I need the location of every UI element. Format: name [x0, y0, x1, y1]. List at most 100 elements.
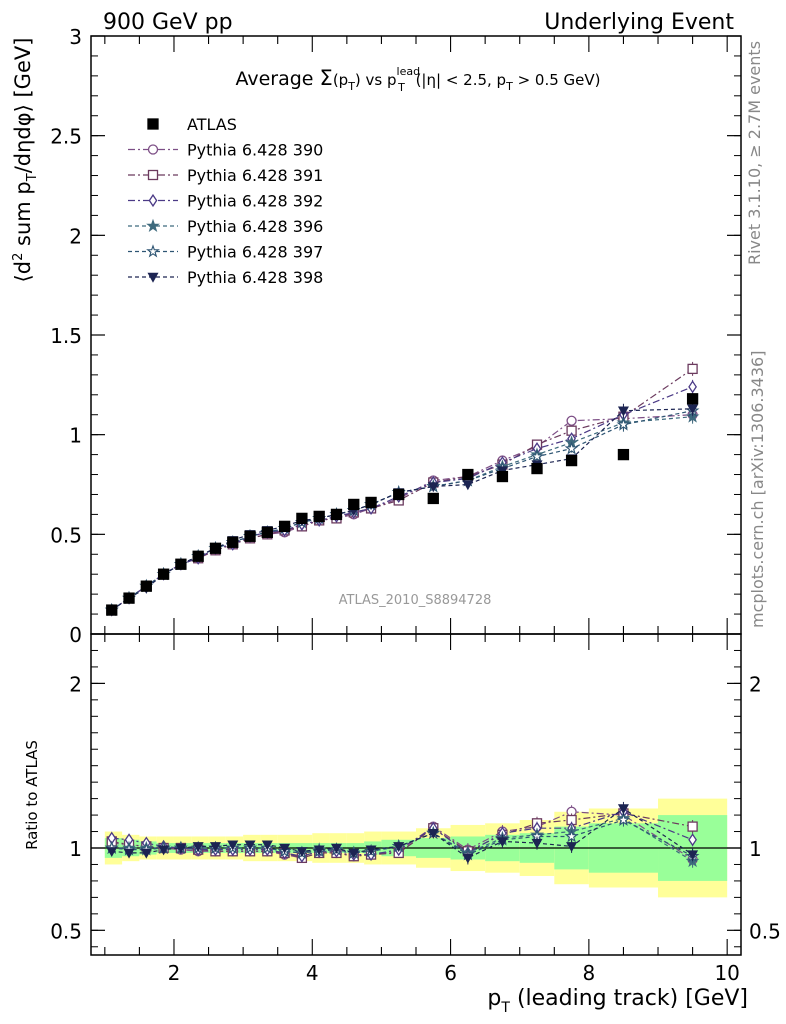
legend-entry-label: Pythia 6.428 397	[187, 243, 323, 262]
ratio-panel-axes: 2 4 6 8 10 0.5 0.5 1 1 2 2	[50, 634, 781, 985]
data-point-atlas	[617, 448, 630, 461]
ratio-point-398	[617, 804, 629, 815]
header-right: Underlying Event	[544, 10, 734, 35]
header-left: 900 GeV pp	[103, 10, 233, 35]
legend-marker	[147, 144, 159, 155]
data-point-atlas-shape	[106, 604, 118, 616]
data-point-atlas-shape	[261, 526, 273, 538]
ratio-panel-series	[104, 801, 700, 868]
data-point-397-shape	[564, 441, 579, 455]
data-point-atlas	[227, 536, 239, 548]
ratio-point-398	[427, 828, 439, 839]
ratio-point-397-shape	[616, 812, 631, 826]
ratio-point-398-shape	[175, 843, 187, 854]
ratio-point-398	[393, 842, 405, 853]
legend-entry-label: Pythia 6.428 391	[187, 166, 323, 185]
legend-marker	[146, 244, 160, 258]
legend-marker-shape	[147, 144, 159, 155]
data-point-atlas-shape	[531, 462, 543, 475]
data-point-atlas	[427, 492, 439, 505]
data-point-atlas-shape	[496, 470, 509, 483]
legend-marker-shape	[148, 193, 158, 208]
data-point-398	[687, 404, 699, 415]
main-ylabel: ⟨d2 sum pT/dηdφ⟩ [GeV]	[11, 38, 40, 283]
legend-marker-shape	[147, 169, 159, 181]
ratio-point-398	[279, 843, 291, 854]
x-axis-label: pT (leading track) [GeV]	[487, 986, 748, 1016]
ratio-point-398-shape	[566, 842, 578, 853]
data-point-398-shape	[427, 482, 439, 493]
ratio-point-398	[106, 847, 118, 858]
ratio-point-398	[531, 838, 543, 849]
x-tick-label: 8	[583, 961, 596, 985]
legend-marker-shape	[147, 272, 159, 283]
ratio-point-398-shape	[393, 842, 405, 853]
legend-marker	[147, 118, 159, 130]
ratio-point-398	[123, 848, 135, 859]
legend-marker-shape	[146, 244, 160, 258]
legend-marker-shape	[146, 218, 160, 232]
ratio-point-398-shape	[296, 847, 308, 858]
data-point-390-shape	[566, 415, 577, 426]
data-point-atlas	[496, 470, 509, 483]
data-point-atlas-shape	[393, 488, 405, 501]
legend-entry-label: Pythia 6.428 390	[187, 141, 323, 160]
ratio-point-398	[687, 850, 699, 861]
legend-marker	[146, 218, 160, 232]
ratio-point-398-shape	[244, 840, 256, 851]
ratio-point-397-shape	[564, 829, 579, 843]
data-point-atlas	[565, 454, 578, 467]
ratio-point-398	[175, 843, 187, 854]
series-line-398	[111, 408, 693, 611]
data-point-398	[617, 406, 629, 417]
ratio-y-tick-label: 1	[69, 837, 82, 861]
data-point-atlas	[686, 393, 699, 405]
ratio-point-398	[227, 840, 239, 851]
legend-marker	[147, 272, 159, 283]
ratio-point-398-shape	[313, 845, 325, 856]
data-point-397	[616, 417, 631, 431]
data-point-atlas-shape	[278, 520, 291, 533]
data-point-atlas	[330, 508, 343, 521]
ratio-point-398-shape	[158, 845, 170, 856]
data-point-atlas-shape	[686, 393, 699, 405]
legend-entry-label: Pythia 6.428 396	[187, 217, 323, 236]
ratio-line-392	[111, 811, 693, 857]
ratio-point-392-shape	[688, 833, 697, 847]
ratio-point-398	[566, 842, 578, 853]
data-point-atlas	[393, 488, 405, 501]
data-point-atlas-shape	[427, 492, 439, 505]
ratio-point-398-shape	[227, 840, 239, 851]
data-point-398-shape	[687, 404, 699, 415]
data-point-atlas	[296, 512, 308, 525]
ratio-point-398	[365, 845, 377, 856]
main-title: Average Σ(pT) vs plead T (|η| < 2.5, pT >…	[235, 65, 600, 94]
data-point-391-shape	[687, 363, 698, 375]
ratio-point-398-shape	[427, 828, 439, 839]
ratio-point-398-shape	[279, 843, 291, 854]
main-y-tick-label: 2.5	[50, 125, 82, 149]
data-point-atlas	[462, 468, 474, 481]
ratio-point-398-shape	[209, 842, 221, 853]
ratio-point-398-shape	[687, 850, 699, 861]
series-line-397	[111, 410, 693, 611]
data-point-atlas	[209, 542, 222, 554]
data-point-atlas-shape	[175, 558, 187, 570]
ratio-point-398-shape	[192, 842, 204, 853]
data-point-atlas-shape	[192, 550, 204, 562]
ratio-point-391-shape	[687, 821, 698, 832]
ratio-point-398	[313, 845, 325, 856]
ratio-y-tick-label-right: 2	[749, 672, 762, 696]
data-point-atlas	[192, 550, 204, 562]
ratio-point-391	[687, 821, 698, 832]
ratio-point-398-shape	[462, 853, 474, 864]
data-point-atlas-shape	[330, 508, 343, 521]
data-point-atlas-shape	[365, 496, 377, 509]
data-point-atlas	[313, 510, 325, 523]
data-point-atlas-shape	[348, 498, 360, 511]
mcplots-label: mcplots.cern.ch [arXiv:1306.3436]	[748, 351, 767, 628]
ratio-point-397	[616, 812, 631, 826]
ratio-point-398-shape	[617, 804, 629, 815]
ratio-point-398	[244, 840, 256, 851]
ratio-y-tick-label: 2	[69, 672, 82, 696]
